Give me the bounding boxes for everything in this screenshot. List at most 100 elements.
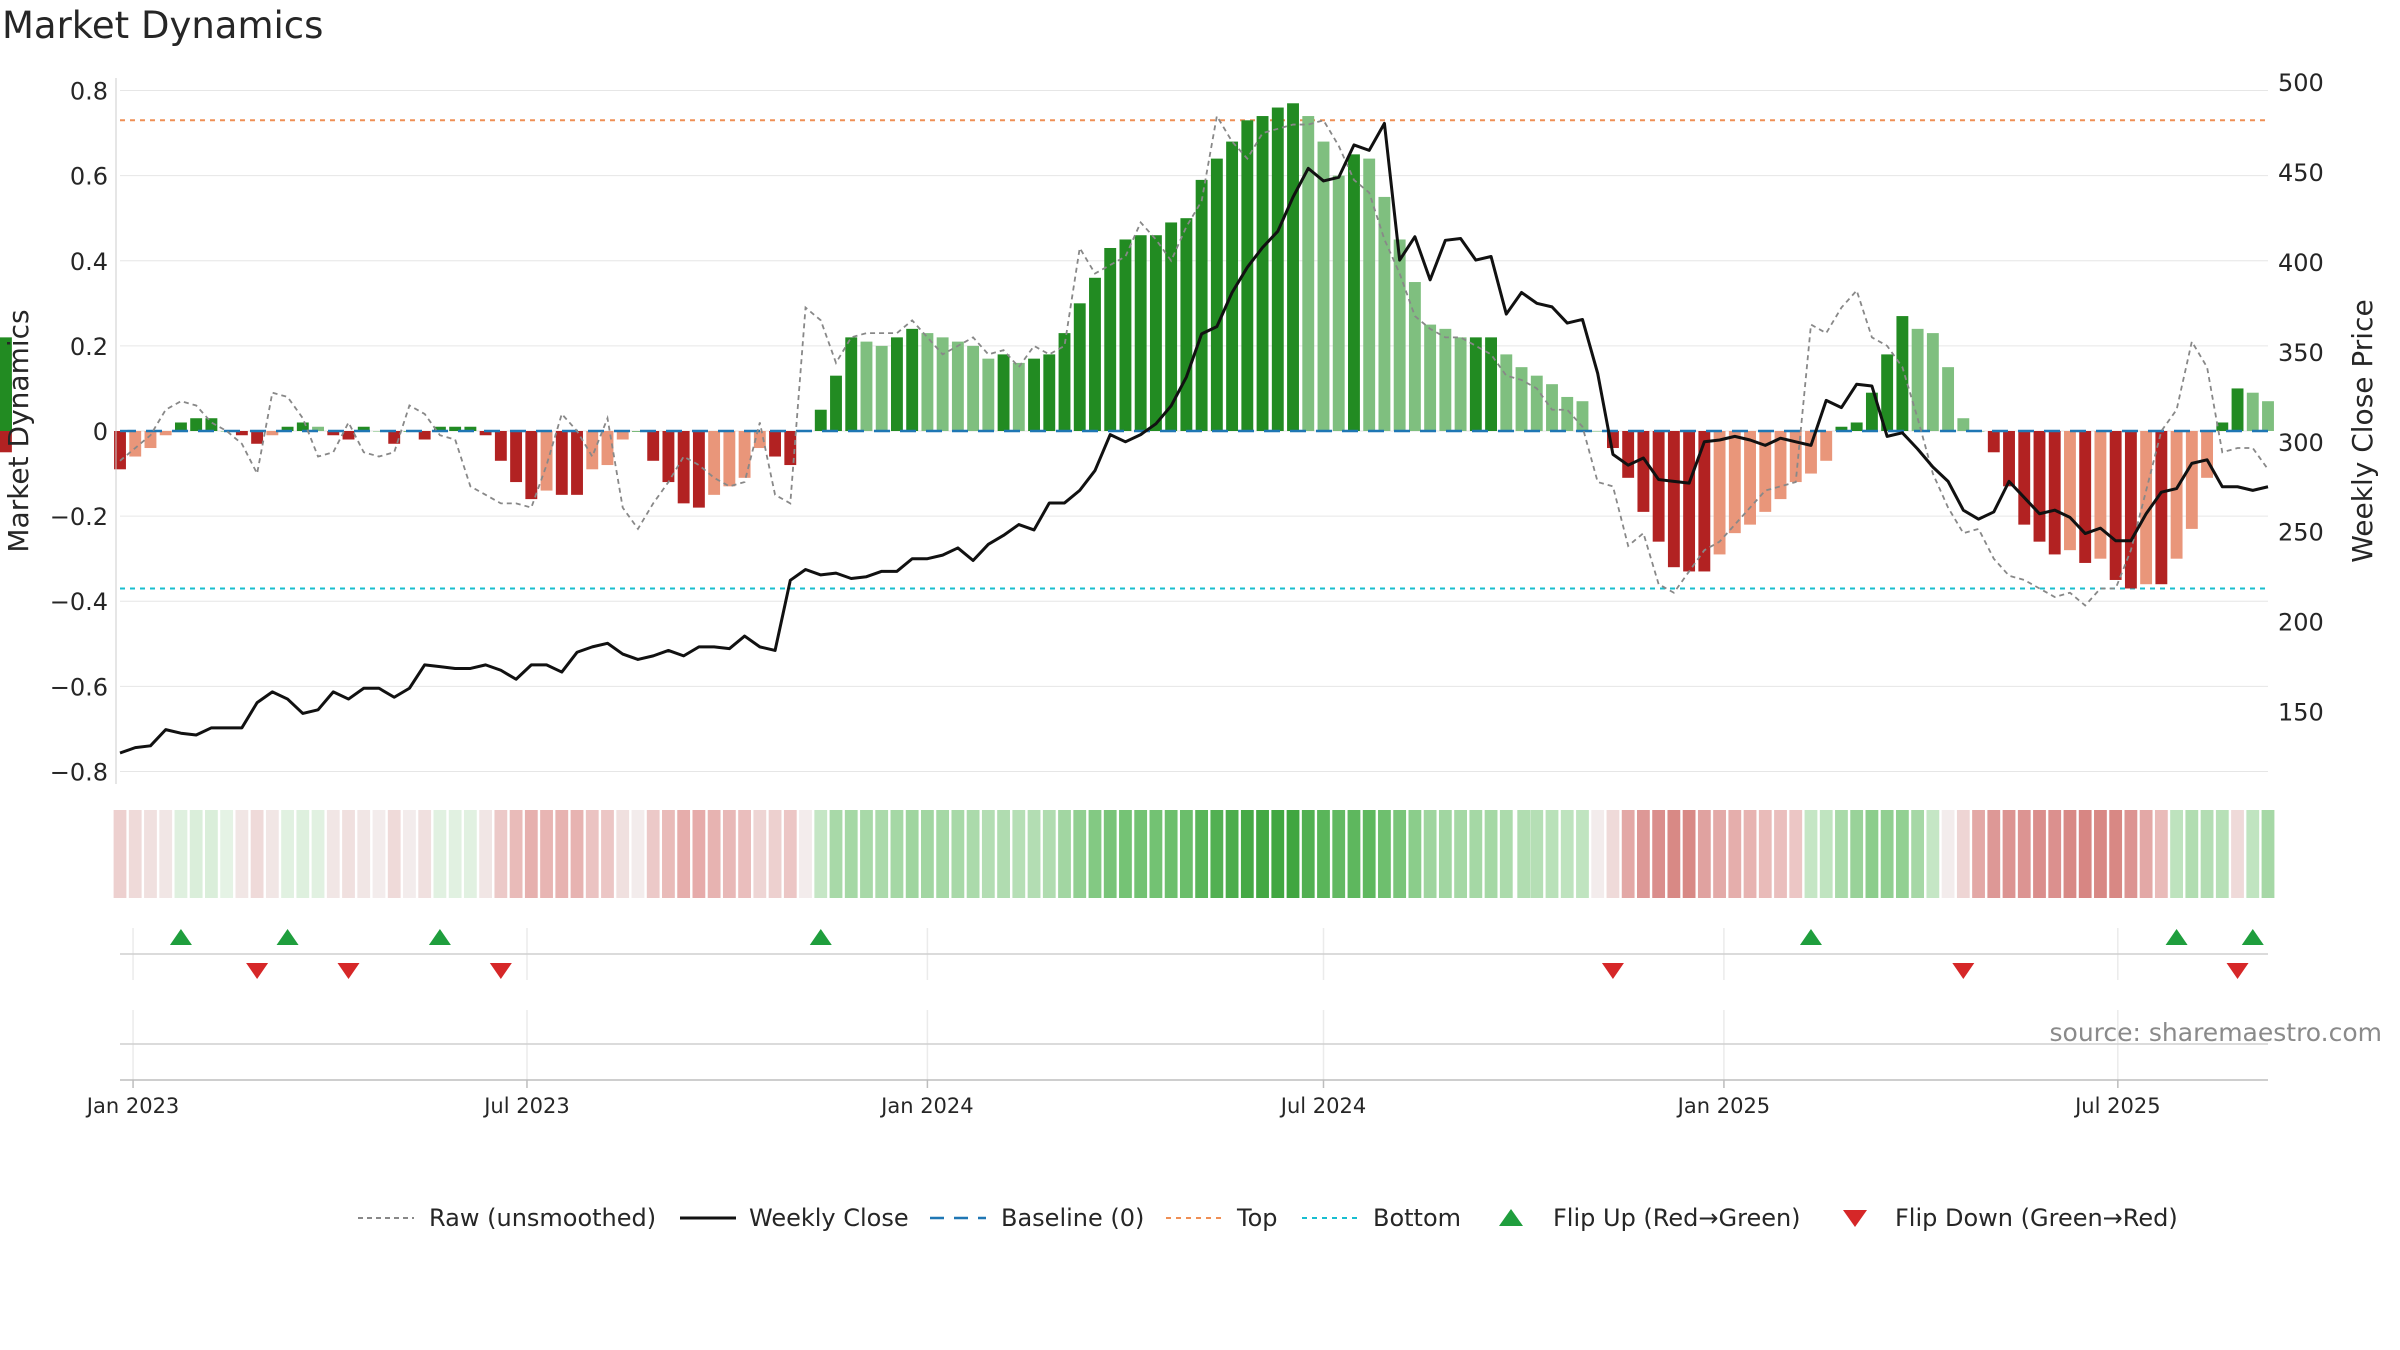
y-tick-label: 0.2 xyxy=(70,333,108,361)
regime-strip-cell xyxy=(555,810,569,898)
regime-strip-cell xyxy=(966,810,980,898)
regime-strip-cell xyxy=(1073,810,1087,898)
y2-axis-label: Weekly Close Price xyxy=(2346,299,2379,562)
regime-strip-cell xyxy=(1164,810,1178,898)
regime-strip-cell xyxy=(890,810,904,898)
regime-strip-cell xyxy=(738,810,751,898)
dynamics-bar xyxy=(708,431,721,495)
regime-strip-cell xyxy=(2094,810,2107,898)
dynamics-bar xyxy=(1713,431,1726,555)
dynamics-bar xyxy=(2216,422,2229,431)
regime-strip-cell xyxy=(1027,810,1041,898)
dynamics-bar xyxy=(1393,239,1406,431)
regime-strip-cell xyxy=(509,810,523,898)
regime-strip-cell xyxy=(524,810,538,898)
dynamics-bar xyxy=(647,431,660,461)
x-tick-label: Jul 2024 xyxy=(1279,1094,1366,1118)
dynamics-bar xyxy=(1987,431,2000,453)
dynamics-bar xyxy=(388,431,401,444)
regime-strip-cell xyxy=(844,810,858,898)
dynamics-bar xyxy=(571,431,583,495)
regime-strip-cell xyxy=(1469,810,1483,898)
dynamics-bar xyxy=(1561,396,1574,431)
dynamics-bar xyxy=(1089,277,1101,431)
dynamics-bar xyxy=(2003,431,2015,487)
dynamics-bar xyxy=(2262,401,2274,431)
dynamics-bar xyxy=(296,422,309,431)
y2-tick-label: 400 xyxy=(2278,249,2324,277)
dynamics-bar xyxy=(1805,431,1817,474)
dynamics-bar xyxy=(205,418,218,431)
regime-strip-cell xyxy=(1530,810,1544,898)
regime-strip-cell xyxy=(768,810,782,898)
legend: Raw (unsmoothed) Weekly Close Baseline (0)… xyxy=(358,1204,2178,1232)
regime-strip-cell xyxy=(463,810,477,898)
dynamics-bar xyxy=(1165,222,1178,431)
regime-strip-cell xyxy=(1195,810,1209,898)
y2-tick-label: 500 xyxy=(2278,69,2324,97)
regime-strip-cell xyxy=(1850,810,1864,898)
regime-strip-cell xyxy=(2078,810,2092,898)
regime-strip-cell xyxy=(1895,810,1909,898)
dynamics-bar xyxy=(1530,375,1543,431)
dynamics-bar xyxy=(1012,362,1025,431)
dynamics-bar xyxy=(373,431,385,432)
regime-strip-cell xyxy=(1517,810,1531,898)
dynamics-bar xyxy=(555,431,568,495)
dynamics-bar xyxy=(1683,431,1696,572)
regime-strip-cell xyxy=(814,810,828,898)
regime-strip-cell xyxy=(981,810,995,898)
dynamics-bar xyxy=(2185,431,2198,529)
dynamics-bar xyxy=(1332,175,1345,431)
regime-strip-cell xyxy=(1438,810,1452,898)
dynamics-bar xyxy=(921,333,934,431)
regime-strip-cell xyxy=(1865,810,1879,898)
flip-up-marker xyxy=(809,929,832,945)
regime-strip-cell xyxy=(1835,810,1848,898)
regime-strip-cell xyxy=(1088,810,1102,898)
regime-strip-cell xyxy=(326,810,340,898)
dynamics-bar xyxy=(1424,324,1437,431)
x-tick-label: Jan 2023 xyxy=(85,1094,180,1118)
dynamics-bar xyxy=(1576,401,1589,431)
dynamics-bar xyxy=(997,354,1010,431)
source-credit: source: sharemaestro.com xyxy=(2050,1018,2383,1047)
regime-strip-cell xyxy=(1911,810,1925,898)
dynamics-bar xyxy=(2033,431,2046,542)
dynamics-bar xyxy=(692,431,705,508)
regime-strip-cell xyxy=(1271,810,1285,898)
legend-raw-label: Raw (unsmoothed) xyxy=(429,1204,656,1232)
dynamics-bar xyxy=(1439,328,1452,431)
regime-strip-cell xyxy=(1819,810,1833,898)
x-tick-label: Jan 2025 xyxy=(1676,1094,1771,1118)
weekly-close-line xyxy=(119,121,2269,755)
dynamics-bar xyxy=(1744,431,1756,525)
flip-up-marker xyxy=(428,929,451,945)
regime-strip-cell xyxy=(1621,810,1635,898)
legend-close-label: Weekly Close xyxy=(749,1204,909,1232)
y2-tick-label: 200 xyxy=(2278,609,2324,637)
regime-strip-cell xyxy=(1545,810,1559,898)
regime-strip-cell xyxy=(2139,810,2153,898)
dynamics-bar xyxy=(814,409,827,431)
axes: 0.8 0.6 0.4 0.2 0 −0.2 −0.4 −0.6 −0.8 500 450 400 35… xyxy=(2,69,2379,786)
dynamics-bar xyxy=(1271,107,1284,431)
y-tick-label: 0.6 xyxy=(70,163,108,191)
dynamics-bar xyxy=(1317,141,1330,431)
regime-strip-cell xyxy=(921,810,934,898)
gridlines xyxy=(120,90,2268,772)
regime-strip-cell xyxy=(585,810,599,898)
regime-strip-cell xyxy=(1926,810,1940,898)
regime-strip-cell xyxy=(205,810,218,898)
regime-strip-cell xyxy=(829,810,843,898)
flip-up-marker xyxy=(2241,929,2264,945)
regime-strip-cell xyxy=(296,810,310,898)
dynamics-bar xyxy=(479,431,492,436)
dynamics-bar xyxy=(1652,431,1665,542)
regime-strip-cell xyxy=(372,810,386,898)
regime-strip xyxy=(113,810,2275,898)
legend-baseline-label: Baseline (0) xyxy=(1001,1204,1144,1232)
dynamics-bar xyxy=(936,337,949,431)
y2-tick-label: 150 xyxy=(2278,699,2324,727)
dynamics-bar xyxy=(1226,141,1239,431)
